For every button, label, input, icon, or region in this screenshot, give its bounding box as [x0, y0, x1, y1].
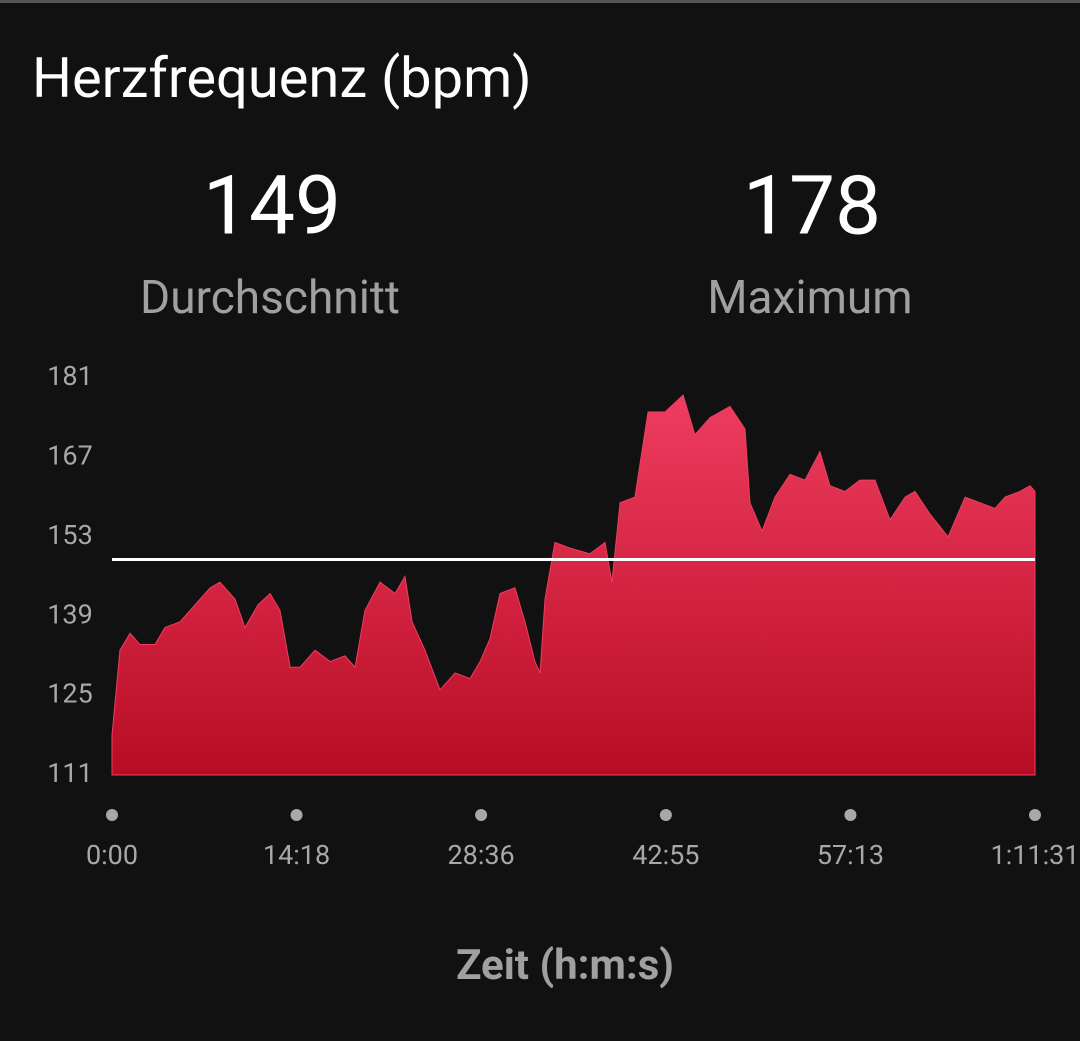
y-tick-label: 153: [47, 519, 93, 551]
stat-label: Maximum: [707, 271, 912, 325]
y-tick-label: 111: [47, 757, 93, 789]
x-tick-dot: [844, 809, 857, 821]
heart-rate-area: [111, 394, 1036, 776]
stat-value: 178: [743, 159, 881, 255]
x-tick-label: 42:55: [632, 839, 699, 871]
y-tick-label: 139: [47, 598, 93, 630]
x-tick-label: 0:00: [86, 839, 138, 871]
x-tick-dot: [290, 809, 303, 821]
x-axis-title: Zeit (h:m:s): [456, 941, 674, 990]
x-tick-dot: [106, 809, 118, 821]
y-tick-label: 167: [47, 440, 93, 472]
x-tick-label: 14:18: [263, 839, 330, 871]
stat-value: 149: [203, 159, 341, 255]
chart-title: Herzfrequenz (bpm): [32, 45, 532, 111]
y-tick-label: 181: [47, 360, 93, 392]
x-tick-dot: [475, 809, 488, 821]
x-tick-dot: [1029, 809, 1041, 821]
x-tick-label: 1:11:31: [991, 839, 1080, 871]
top-border: [0, 0, 1080, 3]
x-tick-label: 28:36: [447, 839, 514, 871]
stat-label: Durchschnitt: [140, 271, 400, 325]
y-tick-label: 125: [47, 678, 93, 710]
x-tick-dot: [659, 809, 672, 821]
x-tick-label: 57:13: [817, 839, 884, 871]
